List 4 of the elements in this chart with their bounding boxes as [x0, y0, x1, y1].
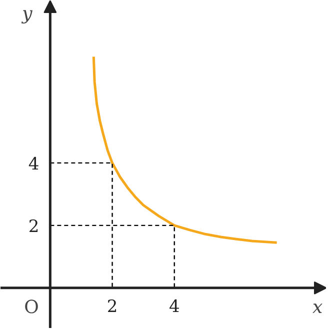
y-axis-title: y: [21, 4, 34, 24]
x-axis-title: x: [312, 296, 323, 318]
annotation: O: [24, 296, 39, 318]
line-series: [92, 55, 278, 244]
